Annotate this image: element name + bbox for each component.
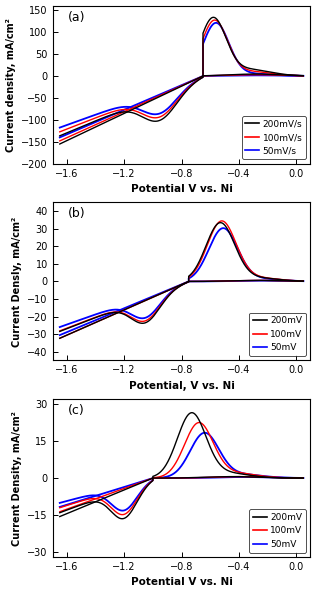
Y-axis label: Current density, mA/cm²: Current density, mA/cm² — [6, 18, 15, 152]
Legend: 200mV, 100mV, 50mV: 200mV, 100mV, 50mV — [249, 509, 306, 553]
Text: (a): (a) — [68, 11, 86, 24]
Text: (b): (b) — [68, 207, 86, 220]
Y-axis label: Current Density, mA/cm²: Current Density, mA/cm² — [12, 410, 22, 546]
X-axis label: Potential V vs. Ni: Potential V vs. Ni — [131, 578, 233, 588]
Y-axis label: Current Densly, mA/cm²: Current Densly, mA/cm² — [12, 216, 22, 346]
X-axis label: Potential V vs. Ni: Potential V vs. Ni — [131, 184, 233, 194]
Text: (c): (c) — [68, 404, 85, 417]
Legend: 200mV/s, 100mV/s, 50mV/s: 200mV/s, 100mV/s, 50mV/s — [242, 116, 306, 159]
Legend: 200mV, 100mV, 50mV: 200mV, 100mV, 50mV — [249, 313, 306, 356]
X-axis label: Potential, V vs. Ni: Potential, V vs. Ni — [129, 381, 234, 391]
